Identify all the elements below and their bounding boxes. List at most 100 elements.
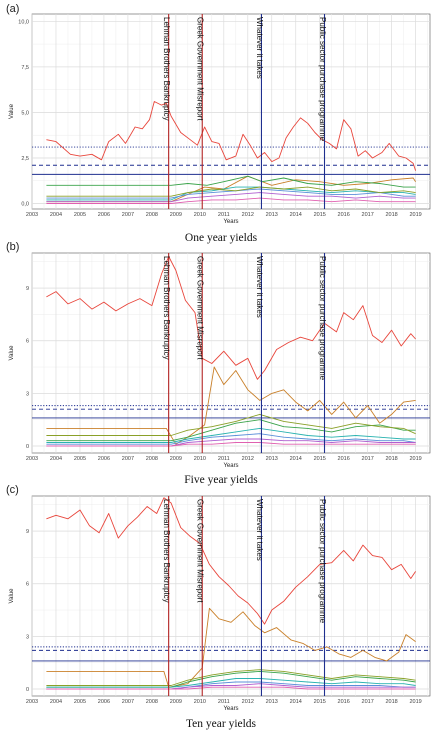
- x-tick-label: 2003: [26, 212, 38, 218]
- series-line-3: [46, 670, 416, 688]
- x-tick-label: 2010: [194, 699, 206, 705]
- series-line-8: [46, 186, 416, 197]
- panel-caption: One year yields: [185, 232, 258, 244]
- series-line-8: [46, 413, 416, 436]
- series-line-7: [46, 686, 416, 690]
- x-tick-label: 2003: [26, 456, 38, 462]
- x-tick-label: 2018: [386, 212, 398, 218]
- x-axis-label: Years: [223, 463, 238, 469]
- x-tick-label: 2013: [266, 212, 278, 218]
- y-tick-label: 0: [26, 444, 29, 450]
- x-tick-label: 2007: [122, 212, 134, 218]
- panel-caption: Five year yields: [184, 474, 258, 486]
- x-tick-label: 2016: [338, 456, 350, 462]
- y-tick-label: 9: [26, 529, 29, 535]
- x-tick-label: 2006: [98, 699, 110, 705]
- x-tick-label: 2013: [266, 699, 278, 705]
- x-tick-label: 2017: [362, 456, 374, 462]
- x-tick-label: 2009: [170, 212, 182, 218]
- y-tick-label: 3: [26, 391, 29, 397]
- x-tick-label: 2007: [122, 456, 134, 462]
- event-label: Whatever it takes: [255, 256, 264, 318]
- y-tick-label: 6: [26, 339, 29, 345]
- x-tick-label: 2014: [290, 456, 302, 462]
- panel-letter: (c): [6, 484, 19, 496]
- x-tick-label: 2010: [194, 212, 206, 218]
- event-label: Public sector purchase programme: [318, 256, 327, 381]
- event-label: Public sector purchase programme: [318, 499, 327, 624]
- chart-panel-3: (c) 0 3 6 9 2003 2004 2005 2006 2007 2008 2009 2010 2…: [6, 484, 431, 730]
- series-line-3: [46, 175, 416, 188]
- x-tick-label: 2014: [290, 212, 302, 218]
- x-tick-label: 2007: [122, 699, 134, 705]
- x-tick-label: 2016: [338, 212, 350, 218]
- x-tick-label: 2009: [170, 699, 182, 705]
- panel-caption: Ten year yields: [186, 718, 257, 730]
- chart-panel-2: (b) 0 3 6 9 2003 2004 2005 2006 2007 2008 2009 2010 2…: [6, 241, 431, 486]
- x-tick-label: 2005: [74, 699, 86, 705]
- x-tick-label: 2006: [98, 456, 110, 462]
- x-tick-label: 2017: [362, 699, 374, 705]
- y-tick-label: 5,0: [21, 110, 29, 116]
- panel-letter: (a): [6, 3, 19, 15]
- series-line-2: [46, 175, 416, 203]
- x-tick-label: 2018: [386, 456, 398, 462]
- x-tick-label: 2015: [314, 699, 326, 705]
- event-label: Lehman Brothers Bankruptcy: [162, 499, 171, 603]
- series-line-7: [46, 197, 416, 204]
- x-tick-label: 2019: [409, 699, 421, 705]
- series-line-6: [46, 438, 416, 447]
- y-axis-label: Value: [9, 103, 15, 119]
- x-tick-label: 2008: [146, 699, 158, 705]
- series-line-4: [46, 427, 416, 443]
- series-line-1: [46, 497, 416, 625]
- plot-area: [31, 13, 431, 210]
- x-tick-label: 2004: [50, 212, 62, 218]
- event-label: Greek Government Misreport: [196, 256, 205, 360]
- x-tick-label: 2004: [50, 699, 62, 705]
- x-tick-label: 2012: [242, 456, 254, 462]
- x-tick-label: 2005: [74, 212, 86, 218]
- x-tick-label: 2011: [218, 699, 230, 705]
- x-tick-label: 2017: [362, 212, 374, 218]
- x-tick-label: 2011: [218, 456, 230, 462]
- x-tick-label: 2011: [218, 212, 230, 218]
- y-tick-label: 9: [26, 286, 29, 292]
- x-tick-label: 2003: [26, 699, 38, 705]
- x-tick-label: 2015: [314, 212, 326, 218]
- series-line-8: [46, 669, 416, 686]
- x-tick-label: 2008: [146, 456, 158, 462]
- chart-panel-1: (a) 0,0 2,5 5,0 7,5 10,0 2003 2004 2005 2006 2007 2…: [6, 3, 431, 244]
- y-axis-label: Value: [9, 588, 15, 604]
- series-line-1: [46, 256, 416, 380]
- y-tick-label: 7,5: [21, 65, 29, 71]
- x-tick-label: 2004: [50, 456, 62, 462]
- series-line-6: [46, 192, 416, 203]
- event-label: Lehman Brothers Bankruptcy: [162, 256, 171, 360]
- x-tick-label: 2008: [146, 212, 158, 218]
- event-label: Lehman Brothers Bankruptcy: [162, 17, 171, 121]
- series-line-2: [46, 607, 416, 688]
- panel-letter: (b): [6, 241, 19, 253]
- x-tick-label: 2019: [409, 212, 421, 218]
- x-tick-label: 2013: [266, 456, 278, 462]
- x-tick-label: 2019: [409, 456, 421, 462]
- y-tick-label: 0: [26, 687, 29, 693]
- x-axis-label: Years: [223, 706, 238, 712]
- series-line-6: [46, 683, 416, 690]
- x-axis-label: Years: [223, 219, 238, 225]
- y-tick-label: 6: [26, 582, 29, 588]
- x-tick-label: 2006: [98, 212, 110, 218]
- event-label: Greek Government Misreport: [196, 499, 205, 603]
- y-axis-label: Value: [9, 345, 15, 361]
- y-tick-label: 2,5: [21, 156, 29, 162]
- series-line-5: [46, 433, 416, 445]
- x-tick-label: 2016: [338, 699, 350, 705]
- x-tick-label: 2018: [386, 699, 398, 705]
- x-tick-label: 2012: [242, 699, 254, 705]
- x-tick-label: 2015: [314, 456, 326, 462]
- series-line-1: [46, 101, 417, 171]
- event-label: Whatever it takes: [255, 17, 264, 79]
- x-tick-label: 2005: [74, 456, 86, 462]
